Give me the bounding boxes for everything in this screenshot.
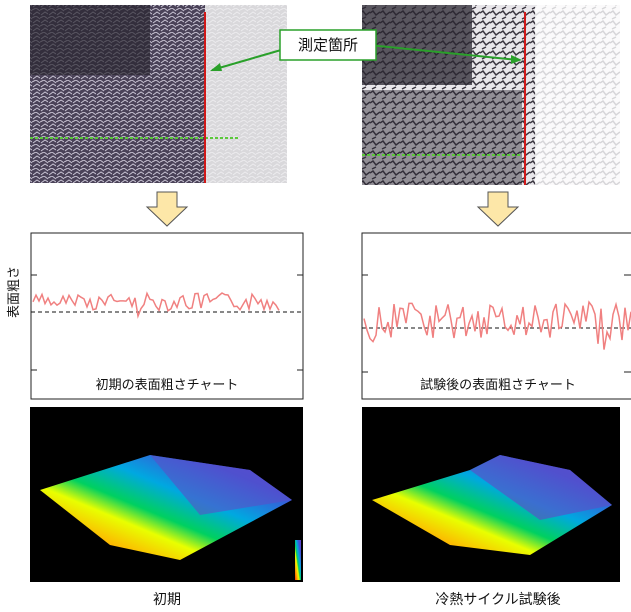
chart-caption: 試験後の表面粗さチャート — [420, 377, 576, 393]
surface-plot-right — [362, 407, 620, 582]
callout-label: 測定箇所 — [298, 36, 358, 54]
roughness-chart-left: 初期の表面粗さチャート — [31, 233, 303, 399]
figure: 測定箇所 表面粗さ 初期の表面粗さチャート 試験後の表面粗さチャート 初期 冷熱… — [0, 0, 631, 612]
chart-caption: 初期の表面粗さチャート — [96, 378, 239, 393]
roughness-chart-right: 試験後の表面粗さチャート — [362, 233, 631, 399]
panel-label: 冷熱サイクル試験後 — [435, 592, 560, 608]
y-axis-label: 表面粗さ — [7, 266, 22, 318]
down-arrow — [478, 192, 518, 226]
micro-image-left — [30, 5, 287, 183]
down-arrow — [147, 192, 187, 226]
micro-image-right — [362, 5, 620, 185]
surface-plot-left — [30, 407, 303, 582]
panel-label: 初期 — [153, 591, 181, 608]
